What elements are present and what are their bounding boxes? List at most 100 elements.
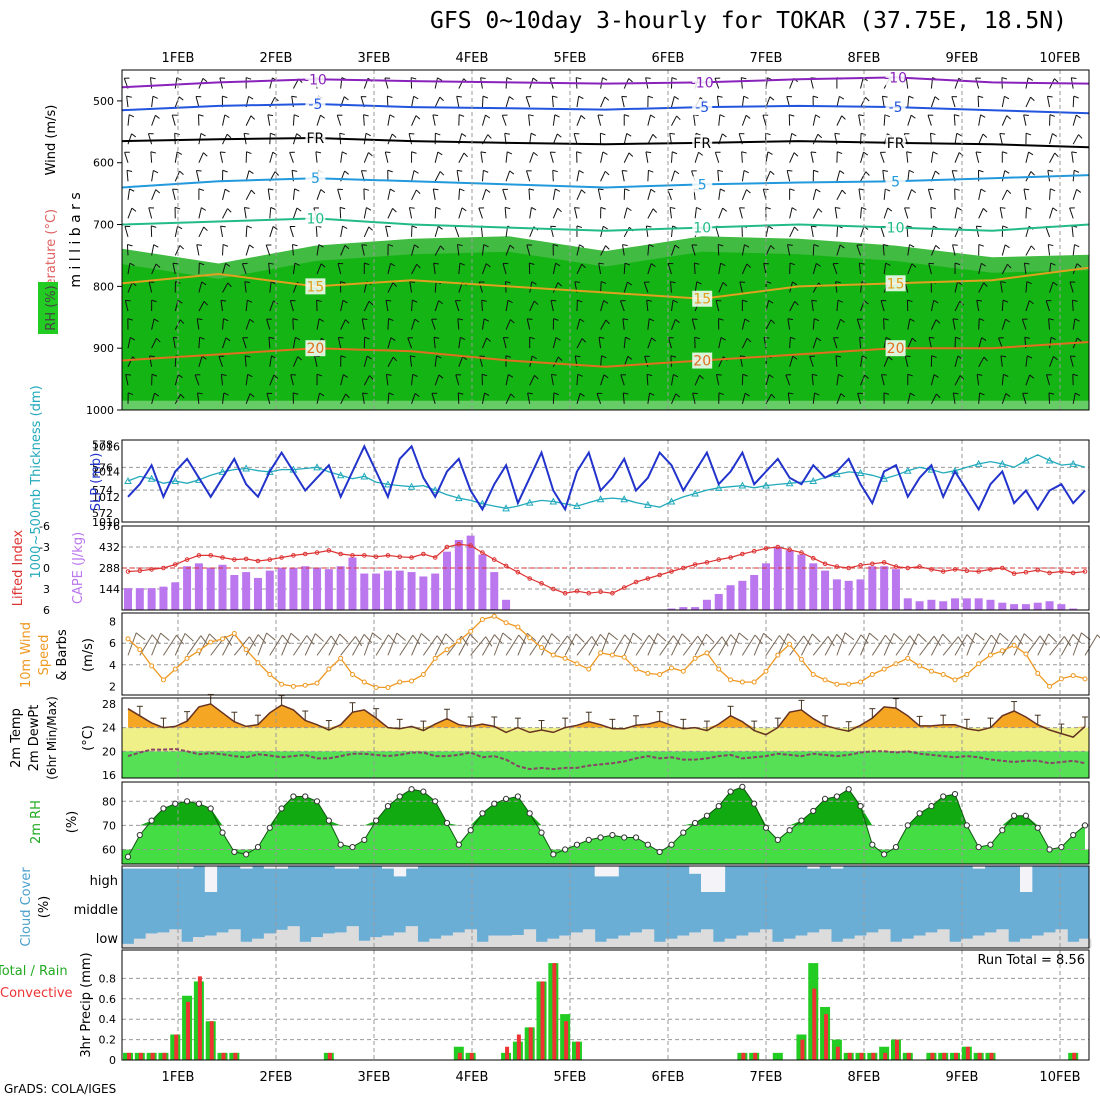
wind-barb: [433, 337, 436, 349]
wind-barb-flag: [646, 373, 653, 377]
wind-barb-flag: [315, 151, 322, 154]
wind-speed-point: [326, 666, 332, 672]
wind-barb: [954, 207, 958, 219]
wind-barb-flag: [675, 318, 680, 324]
rh2m-point: [1011, 812, 1018, 819]
precip-convective-bar: [516, 1034, 521, 1060]
wind-barb-flag: [509, 244, 515, 249]
y-tick-label: 800: [93, 280, 114, 293]
rh2m-point: [325, 817, 332, 824]
wind-barb-flag: [787, 318, 794, 321]
wind-barb-flag: [959, 375, 965, 380]
wind-barb-flag: [608, 632, 619, 641]
wind-barb-flag: [645, 151, 652, 154]
cloud-low-bar: [133, 938, 147, 948]
wind-barb-flag: [433, 262, 439, 265]
wind-speed-point: [810, 672, 816, 677]
wind-barb: [835, 355, 838, 367]
wind-barb-flag: [243, 132, 250, 135]
wind-barb: [268, 337, 271, 349]
wind-barb: [174, 374, 179, 386]
wind-barb-flag: [222, 169, 228, 173]
contour-label-bg: [692, 74, 713, 91]
wind-barb: [1072, 244, 1076, 256]
wind-barb: [151, 318, 155, 330]
thickness-tick-label: 578: [92, 439, 113, 452]
wind-barb-flag: [628, 78, 633, 83]
wind-barb: [505, 300, 509, 312]
wind-barb: [588, 634, 601, 656]
wind-barb-flag: [1050, 262, 1056, 266]
contour-label-bg: [885, 275, 906, 292]
wind-barb: [411, 300, 413, 312]
wind-barb-flag: [290, 632, 300, 642]
wind-speed-point: [1035, 670, 1041, 676]
wind-barb-flag: [888, 356, 893, 361]
wind-barb-flag: [463, 152, 468, 158]
wind-barb-flag: [674, 244, 680, 249]
wind-barb: [127, 632, 137, 656]
wind-barb: [304, 633, 316, 656]
wind-barb: [411, 189, 417, 201]
wind-barb: [149, 355, 153, 367]
wind-barb-flag: [268, 336, 275, 339]
wind-barb-flag: [674, 96, 679, 100]
cape-bar: [880, 566, 889, 610]
wind-barb-flag: [645, 77, 651, 79]
wind-barb-flag: [1050, 336, 1056, 341]
lifted-index-point: [952, 567, 958, 572]
wind-barb-flag: [862, 355, 868, 359]
wind-barb: [811, 300, 814, 312]
rh2m-point: [597, 834, 604, 841]
lifted-index-point: [1011, 571, 1017, 576]
wind-barb-flag: [172, 262, 179, 265]
cloud-high-bar: [346, 866, 359, 869]
wind-barb-flag: [600, 206, 606, 210]
wind-barb: [907, 170, 910, 182]
wind-barb: [597, 188, 602, 200]
wind-barb-flag: [155, 263, 161, 268]
wind-barb-flag: [1027, 355, 1033, 359]
rh2m-point: [313, 798, 321, 805]
wind-barb: [1072, 134, 1079, 145]
wind-barb-flag: [669, 132, 675, 135]
wind-barb: [1046, 96, 1051, 108]
wind-barb-flag: [816, 263, 821, 267]
wind-barb-flag: [412, 373, 418, 377]
wind-barb: [1049, 133, 1053, 145]
wind-barb: [1025, 245, 1032, 256]
wind-barb: [505, 634, 520, 656]
cloud-low-bar: [1008, 941, 1021, 948]
lifted-index-point: [302, 551, 308, 557]
rh2m-point: [869, 841, 876, 848]
wind-barb: [458, 633, 471, 656]
wind-barb: [316, 318, 320, 330]
wind-barb-flag: [502, 632, 512, 641]
wind-barb-flag: [504, 132, 510, 135]
wind-barb-flag: [1048, 633, 1057, 643]
rh2m-point: [774, 836, 781, 843]
wind-barb: [316, 244, 320, 256]
wind-barb-flag: [882, 95, 888, 98]
wind-barb: [978, 318, 980, 330]
rh2m-point: [621, 834, 628, 841]
wind-barb: [292, 356, 299, 367]
rh2m-point: [857, 803, 864, 810]
rh2m-point: [739, 783, 746, 790]
wind-barb-flag: [576, 77, 582, 80]
date-label-top: 7FEB: [750, 51, 783, 66]
wind-barb-flag: [817, 208, 823, 213]
wind-barb: [860, 632, 870, 656]
wind-barb: [635, 634, 650, 656]
wind-speed-point: [775, 652, 781, 658]
wind-barb-flag: [556, 133, 562, 138]
wind-barb: [1049, 636, 1065, 656]
wind-barb-flag: [591, 636, 599, 647]
wind-barb: [871, 634, 886, 656]
wind-barb: [422, 635, 438, 656]
wind-barb: [671, 170, 676, 182]
date-label-bottom: 1FEB: [162, 1070, 195, 1085]
lifted-index-point: [870, 561, 875, 567]
lifted-index-point: [480, 550, 485, 555]
wind-barb-flag: [130, 336, 136, 341]
